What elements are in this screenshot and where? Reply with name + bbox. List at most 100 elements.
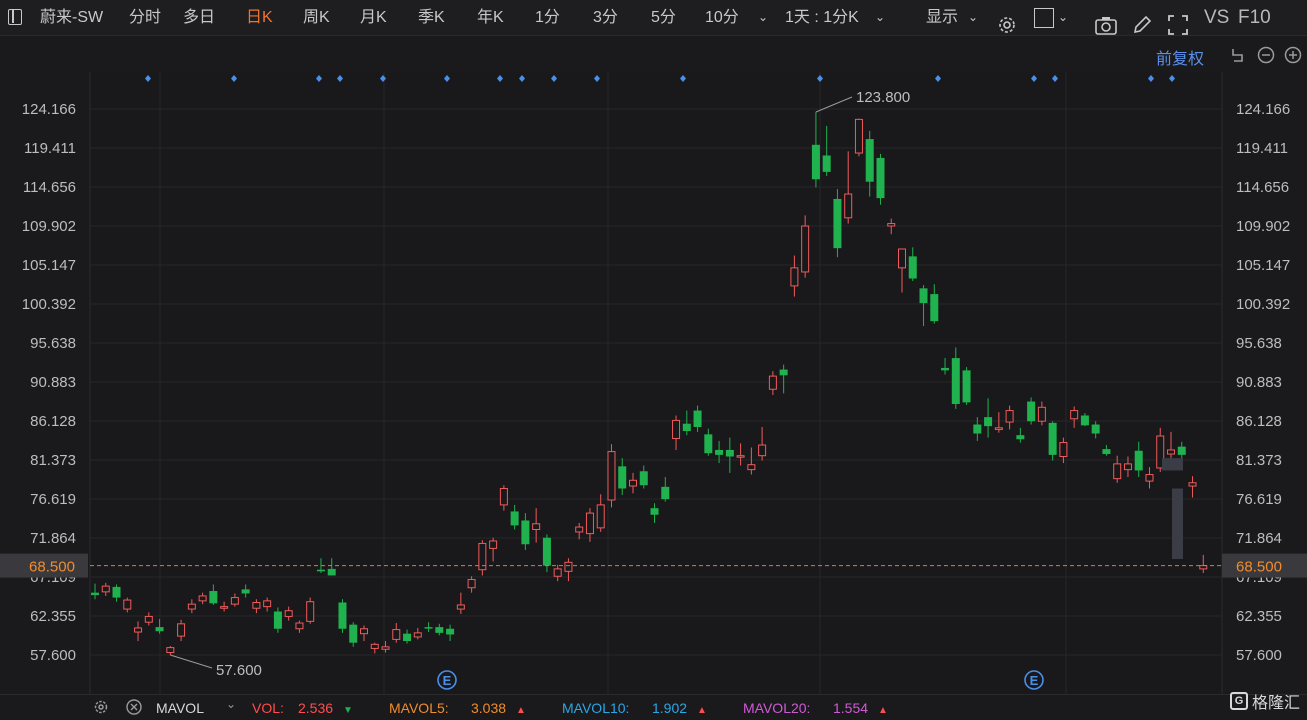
- high-annotation-leader: [815, 96, 853, 113]
- event-marker-diamond: [680, 75, 686, 82]
- candle-body: [822, 155, 831, 172]
- y-tick-label-left: 114.656: [23, 179, 76, 196]
- candle-body: [650, 508, 659, 515]
- tab-daily-k[interactable]: 日K: [246, 9, 273, 26]
- event-marker-diamond: [380, 75, 386, 82]
- vol-value: 2.536: [298, 700, 334, 716]
- event-marker-diamond: [444, 75, 450, 82]
- y-tick-label-left: 124.166: [22, 101, 76, 118]
- y-tick-label-left: 109.902: [22, 218, 76, 235]
- candle-body: [230, 597, 239, 605]
- sidebar-toggle-icon[interactable]: [8, 9, 22, 25]
- candle-body: [887, 223, 896, 227]
- candle-body: [155, 627, 164, 632]
- chart-area[interactable]: 124.166 124.166 119.411 119.411 114.656 114.6…: [0, 72, 1307, 694]
- candle-body: [618, 466, 627, 489]
- candle-body: [263, 600, 272, 608]
- candle-body: [1016, 435, 1025, 440]
- event-marker-diamond: [551, 75, 557, 82]
- indicator-bar: MAVOL ⌄ VOL: 2.536 ▼ MAVOL5: 3.038 ▲ MAV…: [0, 692, 1307, 718]
- earnings-event-icon[interactable]: [437, 670, 457, 690]
- event-marker-diamond: [1031, 75, 1037, 82]
- fullscreen-icon[interactable]: [1167, 7, 1189, 43]
- candle-body: [575, 526, 584, 533]
- candle-body: [424, 627, 433, 629]
- y-tick-label-right: 57.600: [1236, 647, 1282, 664]
- color-swatch-icon[interactable]: [1034, 8, 1054, 28]
- candle-body: [564, 561, 573, 572]
- candle-body: [973, 424, 982, 434]
- candle-body: [220, 606, 229, 609]
- candle-body: [1123, 463, 1132, 471]
- tab-5min[interactable]: 5分: [651, 9, 676, 26]
- tab-1min[interactable]: 1分: [535, 9, 560, 26]
- candle-body: [521, 520, 530, 545]
- candle-body: [854, 118, 863, 154]
- undo-icon[interactable]: [1229, 46, 1247, 64]
- f10-button[interactable]: F10: [1238, 7, 1271, 28]
- tab-multi-day[interactable]: 多日: [183, 9, 216, 26]
- adjust-mode-button[interactable]: 前复权: [1156, 51, 1205, 68]
- close-icon[interactable]: [125, 699, 143, 715]
- candle-body: [919, 288, 928, 304]
- earnings-event-icon[interactable]: [1024, 670, 1044, 690]
- event-marker-diamond: [935, 75, 941, 82]
- tab-weekly-k[interactable]: 周K: [303, 9, 330, 26]
- vol-down-icon: ▼: [343, 705, 353, 716]
- event-marker-diamond: [817, 75, 823, 82]
- display-menu[interactable]: 显示: [926, 9, 959, 26]
- tab-10min[interactable]: 10分: [705, 9, 739, 26]
- chart-header: 前复权: [0, 36, 1307, 72]
- zoom-out-icon[interactable]: [1257, 46, 1275, 64]
- candle-body: [994, 427, 1003, 430]
- y-tick-label-left: 105.147: [22, 257, 76, 274]
- camera-icon[interactable]: [1094, 8, 1118, 44]
- more-periods-chevron-icon[interactable]: ⌄: [758, 10, 769, 24]
- candle-body: [123, 599, 132, 610]
- y-tick-label-right: 90.883: [1236, 374, 1282, 391]
- mavol20-value: 1.554: [833, 700, 869, 716]
- tab-3min[interactable]: 3分: [593, 9, 618, 26]
- mavol10-label: MAVOL10:: [562, 700, 630, 716]
- y-tick-label-left: 95.638: [30, 335, 76, 352]
- candle-body: [499, 487, 508, 506]
- y-tick-label-right: 95.638: [1236, 335, 1282, 352]
- candle-body: [811, 144, 820, 180]
- candle-body: [209, 591, 218, 604]
- candle-body: [1037, 406, 1046, 422]
- indicator-name[interactable]: MAVOL: [156, 700, 204, 716]
- interval-chevron-icon: ⌄: [875, 10, 886, 24]
- candle-body: [273, 611, 282, 629]
- candle-body: [1134, 450, 1143, 471]
- tab-quarterly-k[interactable]: 季K: [418, 9, 445, 26]
- y-tick-label-right: 109.902: [1236, 218, 1290, 235]
- candle-body: [693, 410, 702, 427]
- tab-timeshare[interactable]: 分时: [129, 9, 162, 26]
- candle-body: [360, 628, 368, 635]
- candle-body: [1156, 435, 1165, 469]
- watermark-text: 格隆汇: [1252, 695, 1301, 712]
- settings-icon[interactable]: [92, 699, 110, 715]
- event-marker-diamond: [145, 75, 151, 82]
- candle-body: [1145, 474, 1154, 482]
- candle-body: [672, 419, 681, 439]
- candle-body: [467, 579, 476, 589]
- pencil-icon[interactable]: [1131, 7, 1153, 43]
- candle-body: [898, 248, 906, 269]
- candle-body: [951, 358, 960, 405]
- interval-select[interactable]: 1天 : 1分K: [785, 9, 859, 26]
- zoom-in-icon[interactable]: [1284, 46, 1302, 64]
- candle-body: [403, 633, 412, 642]
- event-marker-diamond: [316, 75, 322, 82]
- tab-monthly-k[interactable]: 月K: [360, 9, 387, 26]
- event-marker-diamond: [337, 75, 343, 82]
- candle-body: [661, 486, 670, 500]
- candlestick-chart[interactable]: 124.166 124.166 119.411 119.411 114.656 114.6…: [0, 72, 1307, 694]
- indicator-chevron-icon[interactable]: ⌄: [226, 697, 237, 711]
- candle-body: [91, 592, 99, 596]
- tab-yearly-k[interactable]: 年K: [477, 9, 504, 26]
- gear-icon[interactable]: [996, 7, 1018, 43]
- current-price-tag-left: [0, 553, 88, 578]
- compare-button[interactable]: VS: [1204, 7, 1230, 28]
- low-annotation-leader: [170, 654, 213, 669]
